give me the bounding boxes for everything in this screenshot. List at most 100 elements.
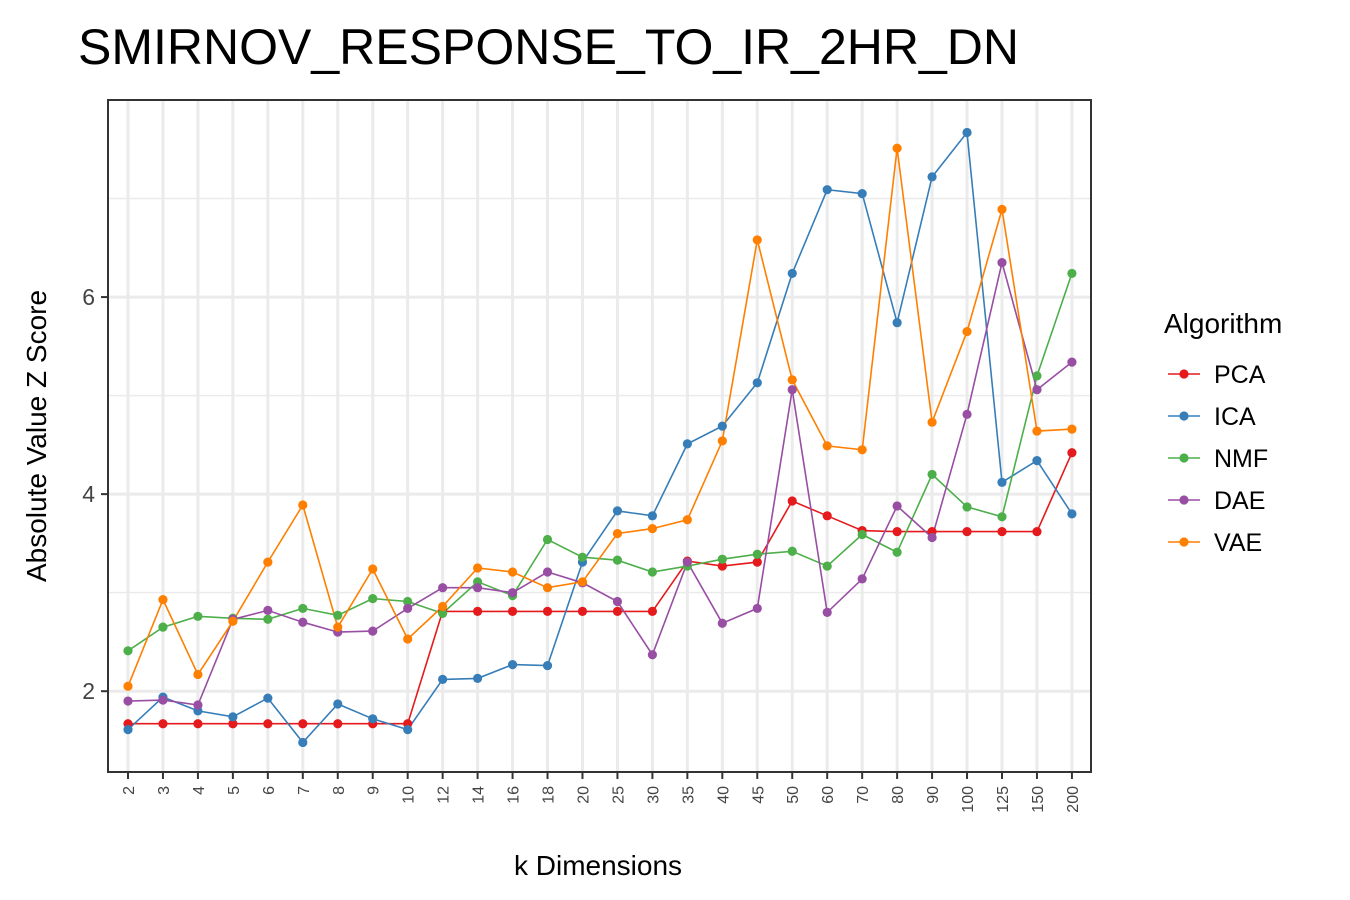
legend-item-vae: VAE	[1168, 529, 1262, 557]
data-point-dae	[717, 618, 727, 628]
legend-label: NMF	[1214, 445, 1268, 473]
data-point-dae	[822, 607, 832, 617]
data-point-dae	[438, 583, 448, 593]
data-point-ica	[892, 318, 902, 328]
data-point-vae	[368, 564, 378, 574]
y-axis: 2 4 6	[82, 284, 108, 704]
data-point-ica	[997, 477, 1007, 487]
data-point-vae	[228, 616, 238, 626]
x-tick-label: 18	[541, 786, 558, 804]
data-point-vae	[787, 375, 797, 385]
legend-swatch-point	[1179, 495, 1189, 505]
x-tick-label: 8	[331, 786, 348, 795]
data-point-dae	[368, 626, 378, 636]
legend-item-dae: DAE	[1168, 487, 1265, 515]
x-tick-label: 2	[121, 786, 138, 795]
data-point-dae	[612, 596, 623, 607]
data-point-nmf	[577, 552, 588, 562]
data-point-nmf	[333, 610, 343, 620]
data-point-vae	[1032, 426, 1042, 436]
data-point-ica	[542, 660, 553, 671]
data-point-vae	[263, 557, 273, 567]
data-point-vae	[857, 445, 867, 455]
legend-swatch-point	[1179, 411, 1189, 421]
data-point-nmf	[438, 608, 448, 618]
y-tick-label: 6	[82, 284, 95, 310]
data-point-dae	[1032, 385, 1042, 395]
x-tick-label: 25	[610, 786, 627, 804]
series-points	[123, 127, 1077, 748]
data-point-ica	[787, 268, 797, 279]
data-point-dae	[927, 532, 937, 543]
data-point-vae	[752, 235, 762, 245]
data-point-ica	[228, 712, 238, 722]
series-line-pca	[128, 452, 1073, 725]
data-point-dae	[857, 574, 867, 584]
data-point-ica	[682, 439, 692, 449]
data-point-dae	[298, 617, 308, 627]
data-point-vae	[473, 563, 483, 573]
legend-label: ICA	[1214, 403, 1256, 431]
data-point-nmf	[298, 603, 308, 614]
x-tick-label: 50	[785, 786, 802, 804]
y-tick-label: 4	[82, 481, 95, 507]
data-point-vae	[193, 669, 203, 680]
data-point-nmf	[822, 561, 832, 571]
data-point-dae	[403, 603, 413, 614]
plot-border	[107, 99, 1092, 773]
x-tick-label: 70	[855, 786, 872, 804]
data-point-pca	[752, 557, 762, 567]
legend-swatch-point	[1179, 537, 1189, 547]
data-point-nmf	[123, 646, 133, 656]
data-point-dae	[507, 588, 518, 598]
data-point-vae	[997, 204, 1007, 214]
data-point-dae	[647, 650, 658, 660]
data-point-vae	[647, 524, 658, 534]
data-point-nmf	[752, 549, 762, 559]
x-tick-label: 45	[750, 786, 767, 804]
data-point-dae	[752, 603, 762, 614]
data-point-vae	[682, 515, 692, 525]
data-point-pca	[333, 719, 343, 729]
data-point-nmf	[158, 622, 168, 632]
data-point-nmf	[787, 546, 797, 556]
data-point-ica	[1032, 456, 1042, 466]
legend-item-ica: ICA	[1168, 403, 1256, 431]
x-tick-label: 200	[1065, 786, 1082, 813]
data-point-vae	[507, 567, 518, 577]
data-point-vae	[612, 528, 623, 539]
data-point-pca	[298, 719, 308, 729]
data-point-dae	[158, 695, 168, 705]
legend-item-pca: PCA	[1168, 361, 1266, 389]
data-point-pca	[263, 719, 273, 729]
data-point-dae	[1067, 357, 1077, 367]
legend-title: Algorithm	[1164, 308, 1282, 339]
data-point-ica	[263, 693, 273, 703]
data-point-pca	[997, 526, 1007, 537]
data-point-ica	[647, 511, 658, 521]
data-point-vae	[717, 436, 727, 446]
data-point-pca	[822, 511, 832, 521]
data-point-dae	[787, 385, 797, 395]
x-axis-title: k Dimensions	[514, 850, 682, 881]
legend-swatch-point	[1179, 369, 1189, 379]
x-tick-label: 60	[820, 786, 837, 804]
x-tick-label: 125	[995, 786, 1012, 813]
x-tick-label: 35	[680, 786, 697, 804]
data-point-nmf	[647, 567, 658, 577]
data-point-nmf	[927, 469, 937, 480]
data-point-nmf	[612, 555, 623, 565]
x-tick-label: 40	[715, 786, 732, 804]
data-point-pca	[647, 606, 658, 616]
x-tick-label: 16	[506, 786, 523, 804]
data-point-pca	[228, 719, 238, 729]
data-point-ica	[752, 378, 762, 388]
data-point-dae	[473, 583, 483, 593]
y-axis-title: Absolute Value Z Score	[21, 290, 52, 582]
data-point-vae	[962, 326, 972, 337]
data-point-dae	[193, 700, 203, 710]
data-point-pca	[892, 526, 902, 537]
data-point-vae	[577, 577, 588, 587]
chart-title: SMIRNOV_RESPONSE_TO_IR_2HR_DN	[78, 19, 1019, 75]
